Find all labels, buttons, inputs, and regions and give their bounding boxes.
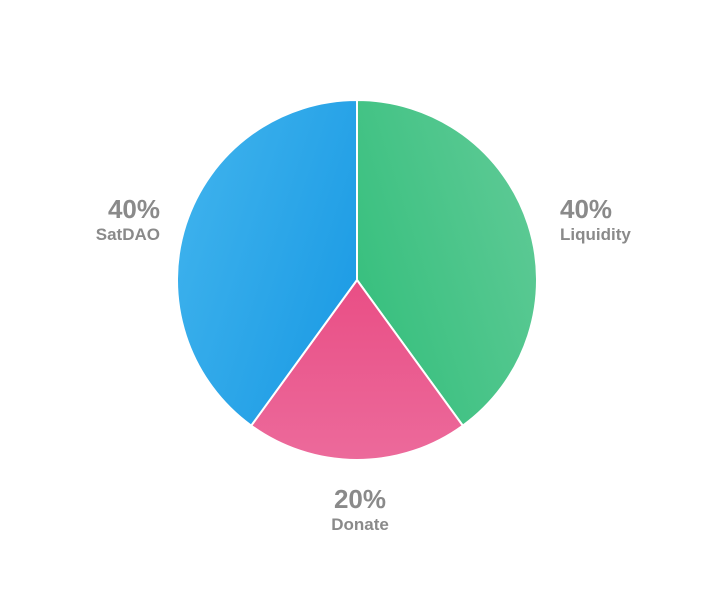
slice-name: SatDAO [40,226,160,245]
slice-pct: 20% [300,485,420,514]
slice-name: Donate [300,516,420,535]
slice-label: 40% Liquidity [560,195,690,244]
slice-label: 20% Donate [300,485,420,534]
slice-name: Liquidity [560,226,690,245]
slice-pct: 40% [40,195,160,224]
slice-pct: 40% [560,195,690,224]
pie-chart-container: 40% Liquidity 20% Donate 40% SatDAO [0,0,715,600]
slice-label: 40% SatDAO [40,195,160,244]
